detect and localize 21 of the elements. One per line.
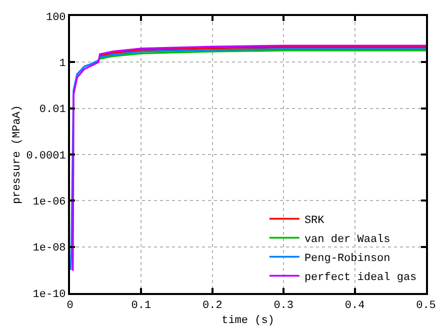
y-tick-label: 1: [59, 58, 66, 70]
y-tick-label: 0.0001: [26, 150, 66, 162]
y-axis-title: pressure (MPaA): [11, 104, 24, 204]
y-tick-label: 100: [46, 12, 66, 24]
x-tick-label: 0: [66, 300, 74, 312]
x-axis-title: time (s): [222, 314, 274, 327]
legend-label: SRK: [304, 215, 325, 228]
x-tick-label: 0.2: [202, 300, 222, 312]
legend-label: Peng-Robinson: [304, 253, 390, 266]
y-tick-label: 1e-06: [32, 196, 66, 209]
x-tick-label: 0.4: [344, 300, 366, 312]
line-series: [99, 46, 426, 57]
x-tick-label: 0.3: [274, 300, 294, 312]
line-series: [99, 50, 426, 60]
legend-label: van der Waals: [304, 234, 390, 246]
y-tick-label: 0.01: [39, 104, 66, 116]
x-tick-label: 0.5: [416, 300, 436, 312]
legend-label: perfect ideal gas: [304, 272, 417, 284]
y-tick-label: 1e-10: [32, 288, 66, 301]
x-tick-label: 0.1: [131, 300, 152, 312]
y-tick-label: 1e-08: [32, 242, 66, 255]
